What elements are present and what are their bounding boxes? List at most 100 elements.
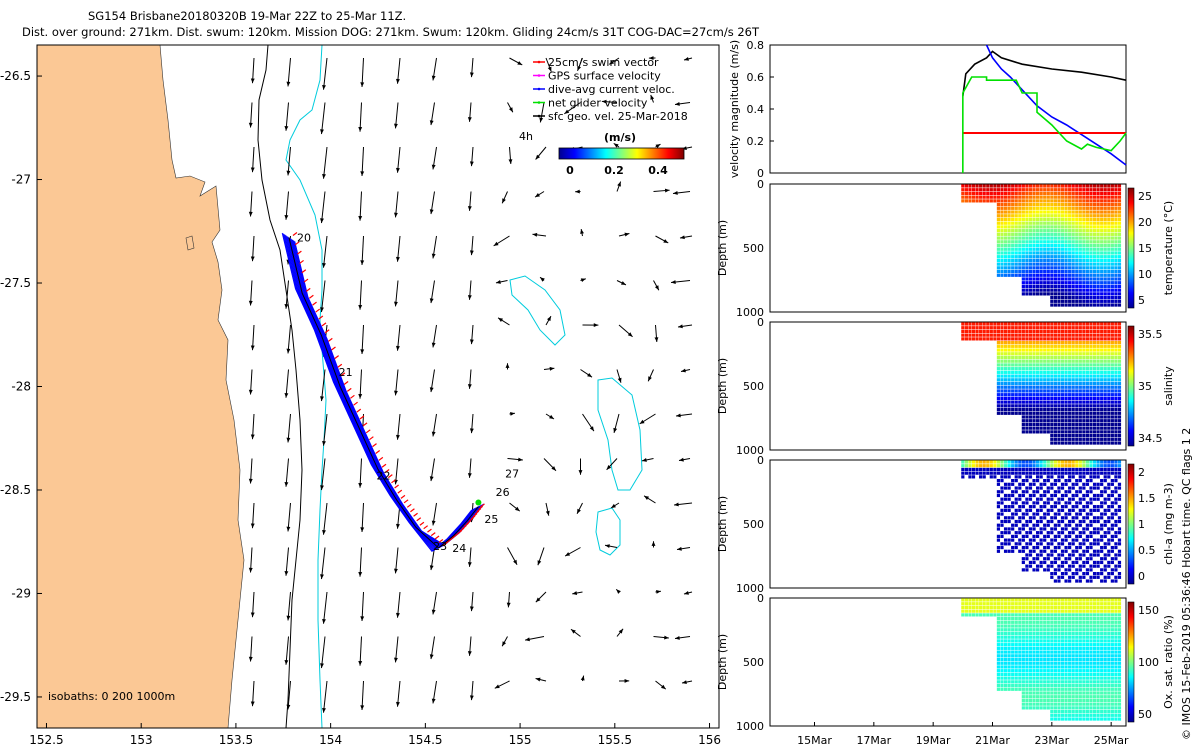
profile-sample bbox=[1114, 244, 1117, 247]
swim-vector bbox=[354, 402, 358, 405]
profile-column bbox=[997, 184, 1000, 276]
profile-sample bbox=[1075, 393, 1078, 396]
profile-column bbox=[968, 322, 971, 340]
profile-sample bbox=[1029, 251, 1032, 254]
velocity-arrow-head bbox=[525, 637, 530, 641]
profile-sample bbox=[1032, 706, 1035, 709]
profile-sample bbox=[990, 184, 993, 187]
profile-sample bbox=[1111, 479, 1114, 482]
profile-sample bbox=[1008, 374, 1011, 377]
profile-sample bbox=[1050, 602, 1053, 605]
profile-sample bbox=[1072, 703, 1075, 706]
profile-sample bbox=[1061, 699, 1064, 702]
profile-sample bbox=[1107, 460, 1110, 463]
swim-vector bbox=[316, 309, 320, 312]
profile-sample bbox=[1057, 266, 1060, 269]
profile-sample bbox=[1011, 684, 1014, 687]
profile-sample bbox=[1114, 277, 1117, 280]
profile-sample bbox=[1057, 386, 1060, 389]
profile-sample bbox=[1107, 542, 1110, 545]
profile-sample bbox=[1050, 714, 1053, 717]
profile-sample bbox=[1032, 677, 1035, 680]
profile-sample bbox=[1068, 207, 1071, 210]
profile-sample bbox=[1082, 363, 1085, 366]
profile-sample bbox=[1011, 210, 1014, 213]
profile-sample bbox=[1057, 460, 1060, 463]
profile-sample bbox=[1054, 382, 1057, 385]
profile-sample bbox=[1050, 378, 1053, 381]
profile-sample bbox=[1036, 621, 1039, 624]
profile-sample bbox=[1089, 300, 1092, 303]
profile-sample bbox=[1022, 490, 1025, 493]
profile-sample bbox=[1111, 363, 1114, 366]
profile-sample bbox=[1079, 654, 1082, 657]
profile-sample bbox=[1050, 207, 1053, 210]
profile-sample bbox=[1082, 509, 1085, 512]
velocity-arrow-head bbox=[432, 521, 436, 526]
profile-sample bbox=[1032, 699, 1035, 702]
profile-sample bbox=[1079, 322, 1082, 325]
profile-sample bbox=[1054, 639, 1057, 642]
profile-sample bbox=[1114, 427, 1117, 430]
profile-sample bbox=[1100, 412, 1103, 415]
profile-sample bbox=[1015, 203, 1018, 206]
profile-sample bbox=[1072, 520, 1075, 523]
profile-sample bbox=[1111, 527, 1114, 530]
profile-sample bbox=[1043, 539, 1046, 542]
profile-sample bbox=[1032, 505, 1035, 508]
profile-sample bbox=[1086, 412, 1089, 415]
profile-sample bbox=[968, 613, 971, 616]
profile-sample bbox=[1072, 196, 1075, 199]
profile-sample bbox=[1032, 527, 1035, 530]
profile-sample bbox=[1118, 669, 1121, 672]
profile-sample bbox=[1011, 501, 1014, 504]
profile-sample bbox=[1068, 479, 1071, 482]
profile-sample bbox=[1104, 438, 1107, 441]
profile-sample bbox=[1086, 303, 1089, 306]
profile-sample bbox=[1118, 572, 1121, 575]
profile-sample bbox=[1004, 218, 1007, 221]
profile-sample bbox=[1043, 289, 1046, 292]
profile-sample bbox=[1064, 572, 1067, 575]
profile-sample bbox=[1097, 714, 1100, 717]
profile-sample bbox=[1050, 259, 1053, 262]
profile-sample bbox=[975, 472, 978, 475]
profile-sample bbox=[1050, 363, 1053, 366]
profile-sample bbox=[1043, 650, 1046, 653]
profile-sample bbox=[1029, 643, 1032, 646]
profile-sample bbox=[979, 472, 982, 475]
profile-sample bbox=[1054, 717, 1057, 720]
profile-sample bbox=[1100, 374, 1103, 377]
profile-sample bbox=[1089, 621, 1092, 624]
profile-sample bbox=[1097, 386, 1100, 389]
profile-sample bbox=[1118, 386, 1121, 389]
profile-sample bbox=[990, 475, 993, 478]
profile-sample bbox=[1047, 617, 1050, 620]
profile-sample bbox=[1004, 192, 1007, 195]
profile-sample bbox=[1107, 621, 1110, 624]
profile-sample bbox=[993, 598, 996, 601]
profile-sample bbox=[1093, 184, 1096, 187]
profile-sample bbox=[1118, 341, 1121, 344]
profile-sample bbox=[1000, 218, 1003, 221]
profile-sample bbox=[1008, 203, 1011, 206]
velocity-arrow-head bbox=[594, 323, 599, 327]
profile-sample bbox=[1032, 691, 1035, 694]
profile-sample bbox=[1093, 423, 1096, 426]
profile-sample bbox=[1040, 371, 1043, 374]
profile-sample bbox=[1064, 568, 1067, 571]
profile-sample bbox=[1061, 214, 1064, 217]
profile-sample bbox=[1061, 196, 1064, 199]
profile-sample bbox=[1068, 210, 1071, 213]
profile-sample bbox=[1061, 303, 1064, 306]
profile-sample bbox=[1050, 255, 1053, 258]
profile-sample bbox=[1004, 639, 1007, 642]
profile-sample bbox=[1043, 326, 1046, 329]
profile-sample bbox=[1047, 464, 1050, 467]
profile-sample bbox=[1082, 427, 1085, 430]
profile-sample bbox=[1082, 348, 1085, 351]
profile-sample bbox=[1072, 699, 1075, 702]
profile-sample bbox=[986, 598, 989, 601]
profile-sample bbox=[1057, 613, 1060, 616]
profile-sample bbox=[1061, 658, 1064, 661]
